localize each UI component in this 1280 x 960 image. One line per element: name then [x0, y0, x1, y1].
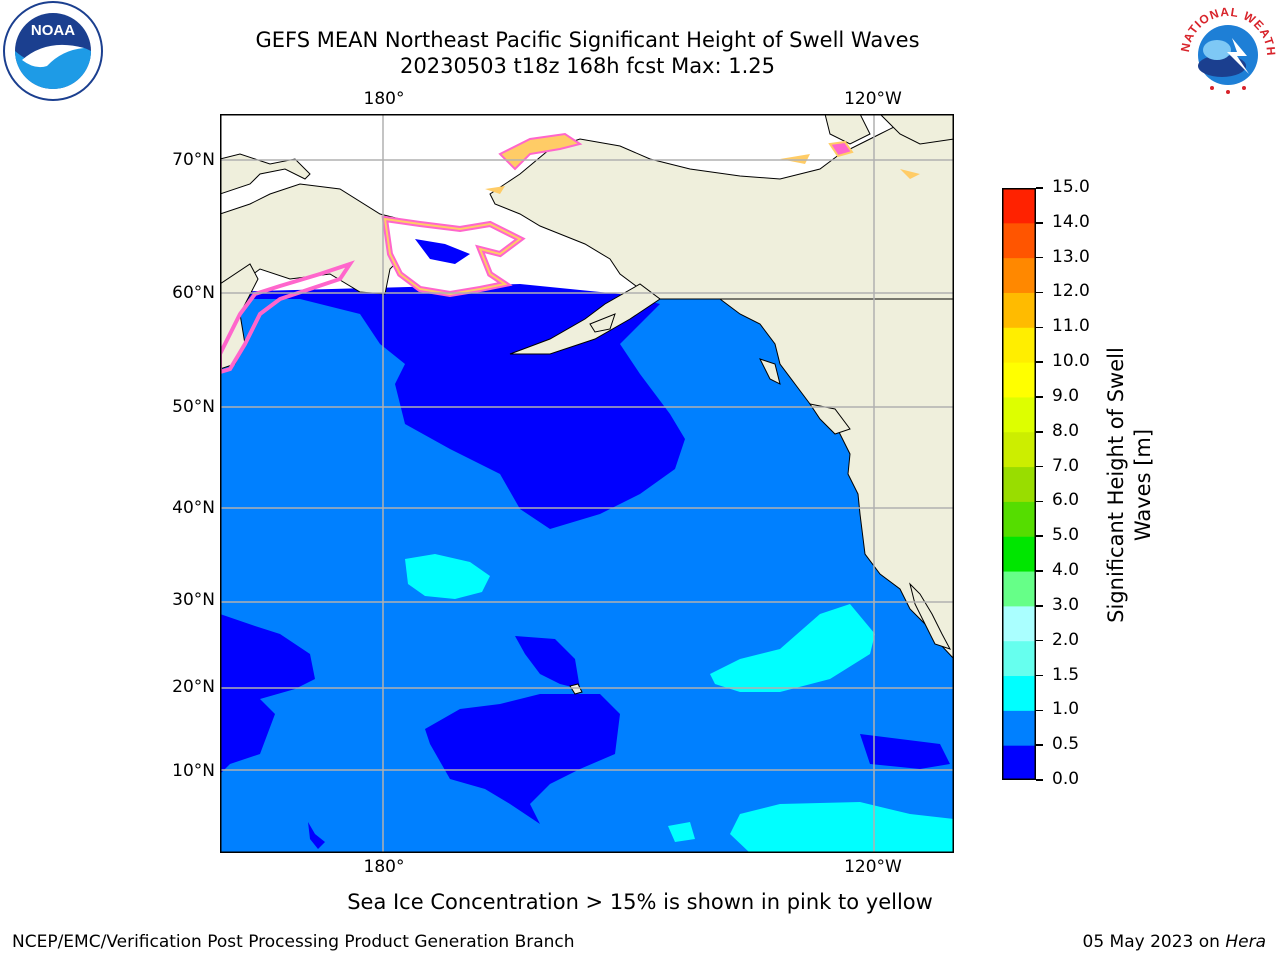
- colorbar-band: [1002, 257, 1036, 293]
- colorbar-tick-mark: [1036, 465, 1043, 468]
- colorbar-tick-mark: [1036, 326, 1043, 329]
- colorbar-band: [1002, 222, 1036, 259]
- colorbar-band: [1002, 362, 1036, 398]
- colorbar-label: Significant Height of Swell Waves [m]: [1104, 347, 1155, 623]
- low-swell-west: [220, 614, 315, 774]
- low-swell-hawaii: [515, 636, 580, 689]
- lat-label-40n: 40°N: [172, 498, 215, 518]
- sea-ice-caption: Sea Ice Concentration > 15% is shown in …: [347, 890, 933, 914]
- colorbar-tick-label: 0.5: [1052, 734, 1080, 755]
- map-subtitle: 20230503 t18z 168h fcst Max: 1.25: [400, 54, 775, 78]
- colorbar-tick-label: 1.0: [1052, 699, 1080, 720]
- colorbar-tick-label: 4.0: [1052, 560, 1080, 581]
- colorbar-tick-mark: [1036, 361, 1043, 363]
- svg-text:NOAA: NOAA: [31, 22, 75, 39]
- colorbar-band: [1002, 605, 1036, 642]
- colorbar-tick-label: 8.0: [1052, 420, 1080, 441]
- colorbar-tick-label: 0.0: [1052, 769, 1080, 789]
- cyan-swell-south: [730, 802, 954, 853]
- footer-machine: Hera: [1225, 932, 1266, 952]
- lon-label-bottom-120w: 120°W: [844, 857, 902, 877]
- colorbar-band: [1002, 292, 1036, 328]
- footer-branch: NCEP/EMC/Verification Post Processing Pr…: [12, 932, 575, 952]
- colorbar-tick-label: 10.0: [1052, 351, 1090, 372]
- colorbar-tick-mark: [1036, 639, 1043, 642]
- colorbar-tick-label: 11.0: [1052, 316, 1090, 337]
- low-swell-central: [425, 694, 620, 824]
- colorbar-tick-mark: [1036, 744, 1043, 746]
- colorbar-band: [1002, 745, 1036, 781]
- cyan-swell-west: [405, 554, 490, 599]
- cyan-swell-east: [710, 604, 875, 692]
- colorbar-tick-mark: [1036, 396, 1043, 398]
- colorbar-tick-mark: [1036, 500, 1043, 503]
- lon-label-top-120w: 120°W: [844, 89, 902, 109]
- colorbar-band: [1002, 188, 1036, 224]
- nws-logo: NATIONAL WEATHER SERVICE: [1172, 0, 1279, 102]
- lat-label-50n: 50°N: [172, 397, 215, 417]
- footer-date: 05 May 2023 on Hera: [1082, 932, 1267, 952]
- colorbar-tick-label: 14.0: [1052, 211, 1090, 232]
- colorbar: [1002, 188, 1036, 781]
- lat-label-20n: 20°N: [172, 677, 215, 697]
- colorbar-tick-label: 7.0: [1052, 455, 1080, 476]
- colorbar-tick-mark: [1036, 570, 1043, 572]
- colorbar-tick-label: 9.0: [1052, 385, 1080, 406]
- noaa-logo: NOAA: [2, 0, 104, 102]
- colorbar-tick-mark: [1036, 291, 1043, 294]
- colorbar-tick-mark: [1036, 431, 1043, 433]
- colorbar-tick-label: 1.5: [1052, 664, 1080, 685]
- colorbar-tick-mark: [1036, 674, 1043, 677]
- colorbar-band: [1002, 466, 1036, 502]
- lat-label-30n: 30°N: [172, 590, 215, 610]
- colorbar-tick-mark: [1036, 222, 1043, 224]
- colorbar-band: [1002, 640, 1036, 677]
- colorbar-band: [1002, 571, 1036, 607]
- colorbar-tick-mark: [1036, 256, 1043, 259]
- colorbar-tick-mark: [1036, 779, 1043, 781]
- colorbar-tick-label: 5.0: [1052, 525, 1080, 546]
- colorbar-band: [1002, 431, 1036, 468]
- lon-label-top-180: 180°: [363, 89, 405, 109]
- lat-label-60n: 60°N: [172, 283, 215, 303]
- colorbar-tick-label: 12.0: [1052, 281, 1090, 302]
- colorbar-band: [1002, 396, 1036, 433]
- colorbar-tick-mark: [1036, 187, 1043, 189]
- map-title: GEFS MEAN Northeast Pacific Significant …: [255, 28, 920, 52]
- colorbar-tick-label: 2.0: [1052, 629, 1080, 650]
- colorbar-tick-label: 13.0: [1052, 246, 1090, 267]
- colorbar-tick-label: 3.0: [1052, 594, 1080, 615]
- colorbar-tick-mark: [1036, 709, 1043, 712]
- colorbar-tick-label: 15.0: [1052, 177, 1090, 197]
- colorbar-band: [1002, 327, 1036, 363]
- colorbar-band: [1002, 536, 1036, 572]
- colorbar-band: [1002, 675, 1036, 711]
- lat-label-10n: 10°N: [172, 761, 215, 781]
- map-gridlines: [220, 114, 954, 853]
- colorbar-tick-mark: [1036, 535, 1043, 537]
- lat-label-70n: 70°N: [172, 150, 215, 170]
- colorbar-tick-label: 6.0: [1052, 490, 1080, 511]
- swell-height-map: [220, 114, 954, 853]
- colorbar-tick-mark: [1036, 605, 1043, 607]
- colorbar-band: [1002, 501, 1036, 537]
- lon-label-bottom-180: 180°: [363, 857, 405, 877]
- colorbar-band: [1002, 710, 1036, 746]
